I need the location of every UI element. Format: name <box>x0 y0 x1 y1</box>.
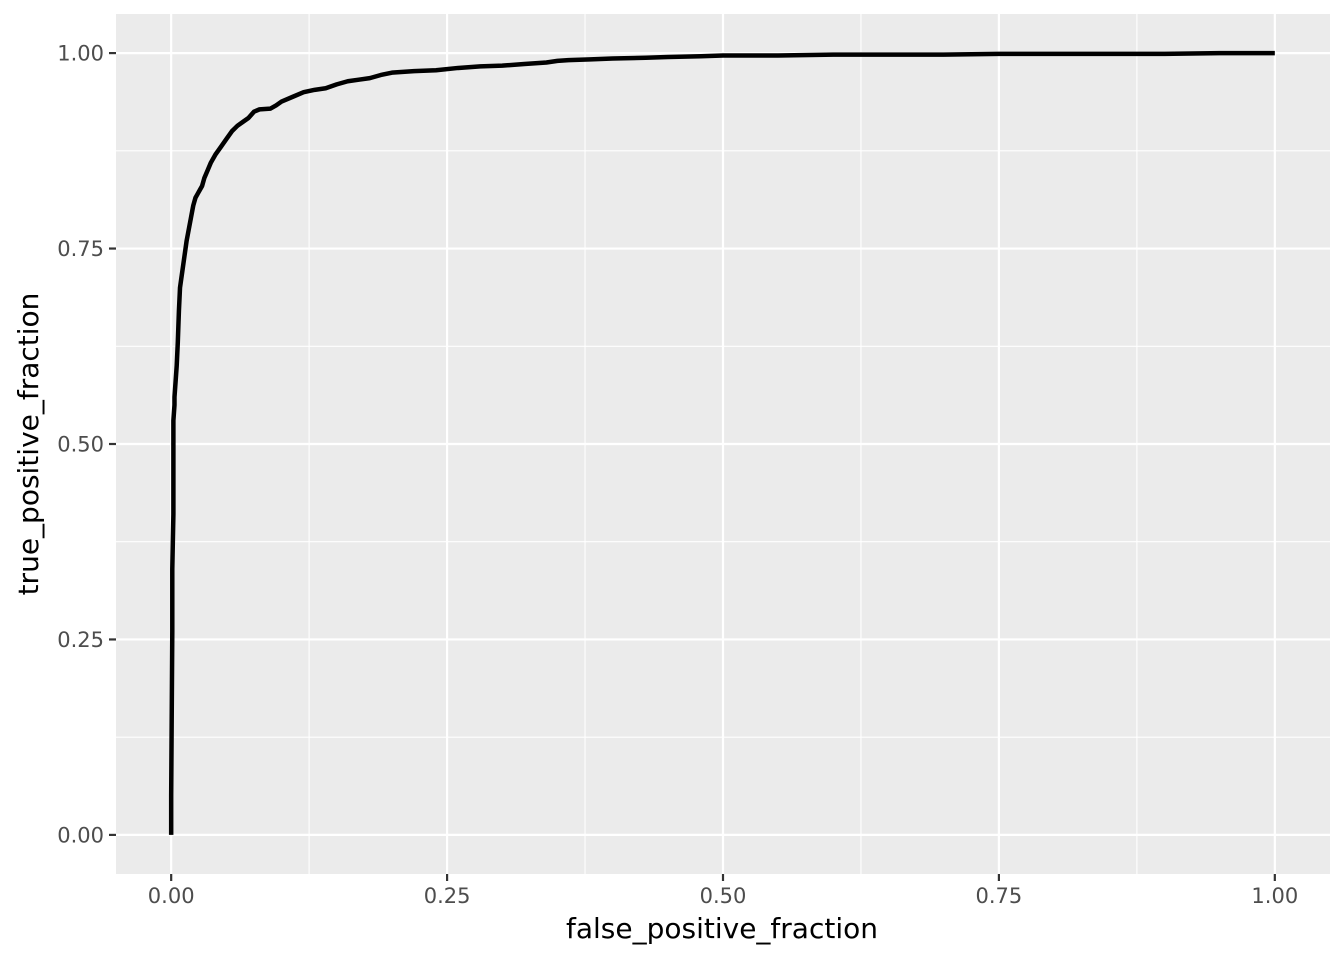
y-tick-label: 1.00 <box>57 42 104 66</box>
x-tick-label: 0.75 <box>976 884 1023 908</box>
x-tick-label: 1.00 <box>1251 884 1298 908</box>
x-tick-label: 0.00 <box>148 884 195 908</box>
y-tick-label: 0.25 <box>57 628 104 652</box>
y-tick-label: 0.50 <box>57 433 104 457</box>
y-axis-title: true_positive_fraction <box>12 293 45 596</box>
x-tick-label: 0.50 <box>700 884 747 908</box>
x-tick-label: 0.25 <box>424 884 471 908</box>
y-tick-label: 0.00 <box>57 823 104 847</box>
y-tick-label: 0.75 <box>57 237 104 261</box>
y-axis-ticks: 0.00 0.25 0.50 0.75 1.00 <box>57 42 116 848</box>
x-axis-ticks: 0.00 0.25 0.50 0.75 1.00 <box>148 874 1298 908</box>
x-axis-title: false_positive_fraction <box>566 912 878 945</box>
